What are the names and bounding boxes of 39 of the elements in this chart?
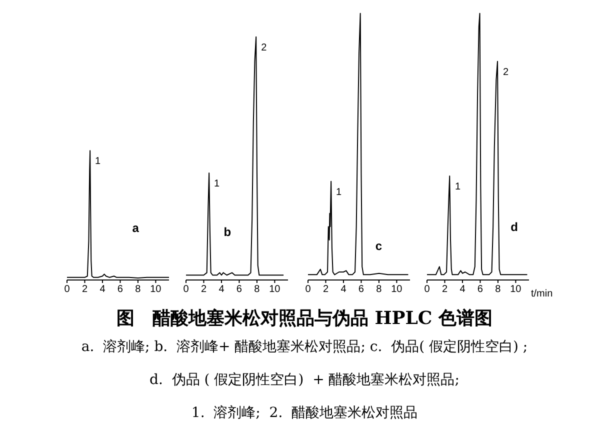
text: a (132, 220, 139, 235)
x-axis-title: t/min (531, 288, 553, 300)
text: b (224, 225, 232, 240)
annotation: 1 (455, 182, 462, 193)
annotation: 1 (95, 156, 102, 168)
x-tick-label: 10 (510, 284, 522, 296)
x-tick-label: 6 (358, 284, 364, 296)
x-tick-label: 0 (424, 284, 430, 296)
x-tick-label: 8 (254, 284, 260, 296)
x-tick-label: 10 (391, 284, 403, 296)
x-tick-label: 2 (82, 284, 88, 296)
x-tick-label: 4 (340, 284, 347, 296)
annotation: 1 (336, 186, 342, 198)
x-tick-label: 6 (236, 284, 242, 296)
x-tick-label: 4 (100, 284, 106, 296)
x-tick-label: 8 (495, 284, 502, 296)
x-tick-label: 2 (442, 284, 448, 296)
annotation: 1 (214, 178, 220, 190)
x-tick-label: 0 (305, 284, 312, 296)
x-tick-label: 2 (200, 284, 207, 296)
x-tick-label: 4 (460, 284, 466, 296)
text: d (510, 220, 518, 234)
x-tick-label: 6 (117, 284, 124, 296)
x-tick-label: 4 (218, 284, 225, 296)
text: 图 醋酸地塞米松对照品与伪品 HPLC 色谱图 (115, 307, 494, 330)
text: c (375, 239, 382, 254)
x-tick-label: 10 (269, 284, 281, 296)
annotation: 2 (502, 66, 509, 78)
x-tick-label: 0 (183, 284, 190, 296)
x-tick-label: 8 (376, 284, 382, 296)
x-tick-label: 2 (322, 284, 329, 296)
annotation: 2 (261, 42, 268, 54)
x-tick-label: 0 (64, 284, 70, 296)
x-tick-label: 10 (150, 284, 162, 296)
x-tick-label: 6 (477, 284, 484, 296)
text: a. 溶剂峰; b. 溶剂峰+ 醋酸地塞米松对照品; c. 伪品( 假定阴性空白) ; (80, 338, 529, 356)
text: d. 伪品 ( 假定阴性空白) + 醋酸地塞米松对照品; (148, 371, 460, 389)
text: 1. 溶剂峰; 2. 醋酸地塞米松对照品 (190, 404, 419, 422)
x-tick-label: 8 (135, 284, 142, 296)
